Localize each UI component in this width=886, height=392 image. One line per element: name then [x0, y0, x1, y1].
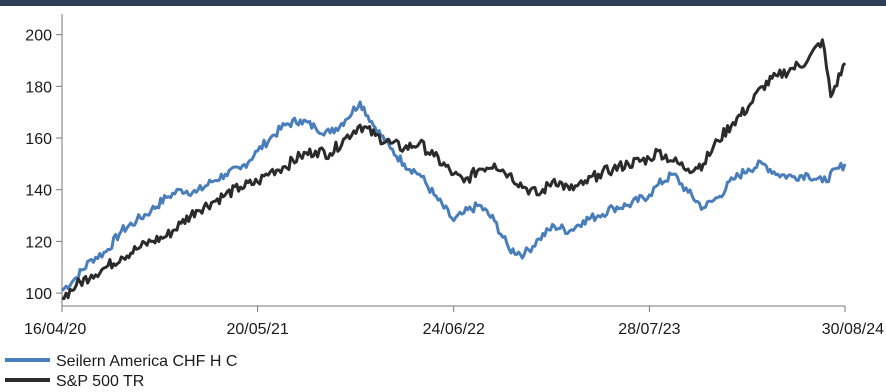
- y-tick-label: 160: [25, 131, 52, 148]
- y-tick-label: 140: [25, 183, 52, 200]
- series-line-1: [61, 38, 847, 301]
- y-tick-label: 200: [25, 28, 52, 45]
- x-tick-label: 16/04/20: [24, 321, 86, 338]
- legend-item: S&P 500 TR: [5, 373, 144, 390]
- y-tick-label: 180: [25, 79, 52, 96]
- y-tick-label: 100: [25, 286, 52, 303]
- legend-item: Seilern America CHF H C: [5, 353, 237, 370]
- series-line-0: [60, 100, 847, 292]
- x-tick-label: 28/07/23: [618, 321, 680, 338]
- chart-axes: 100 120 140 160 180 200 16/04/20 20/05/21 24/06/…: [24, 14, 884, 338]
- top-accent-bar: [0, 0, 886, 6]
- legend-label: Seilern America CHF H C: [56, 353, 237, 370]
- y-tick-label: 120: [25, 234, 52, 251]
- x-tick-label: 24/06/22: [423, 321, 485, 338]
- chart-legend: Seilern America CHF H C S&P 500 TR: [5, 353, 237, 390]
- legend-label: S&P 500 TR: [56, 373, 144, 390]
- series-layer: [60, 38, 847, 301]
- x-tick-label: 20/05/21: [226, 321, 288, 338]
- x-tick-label: 30/08/24: [822, 321, 884, 338]
